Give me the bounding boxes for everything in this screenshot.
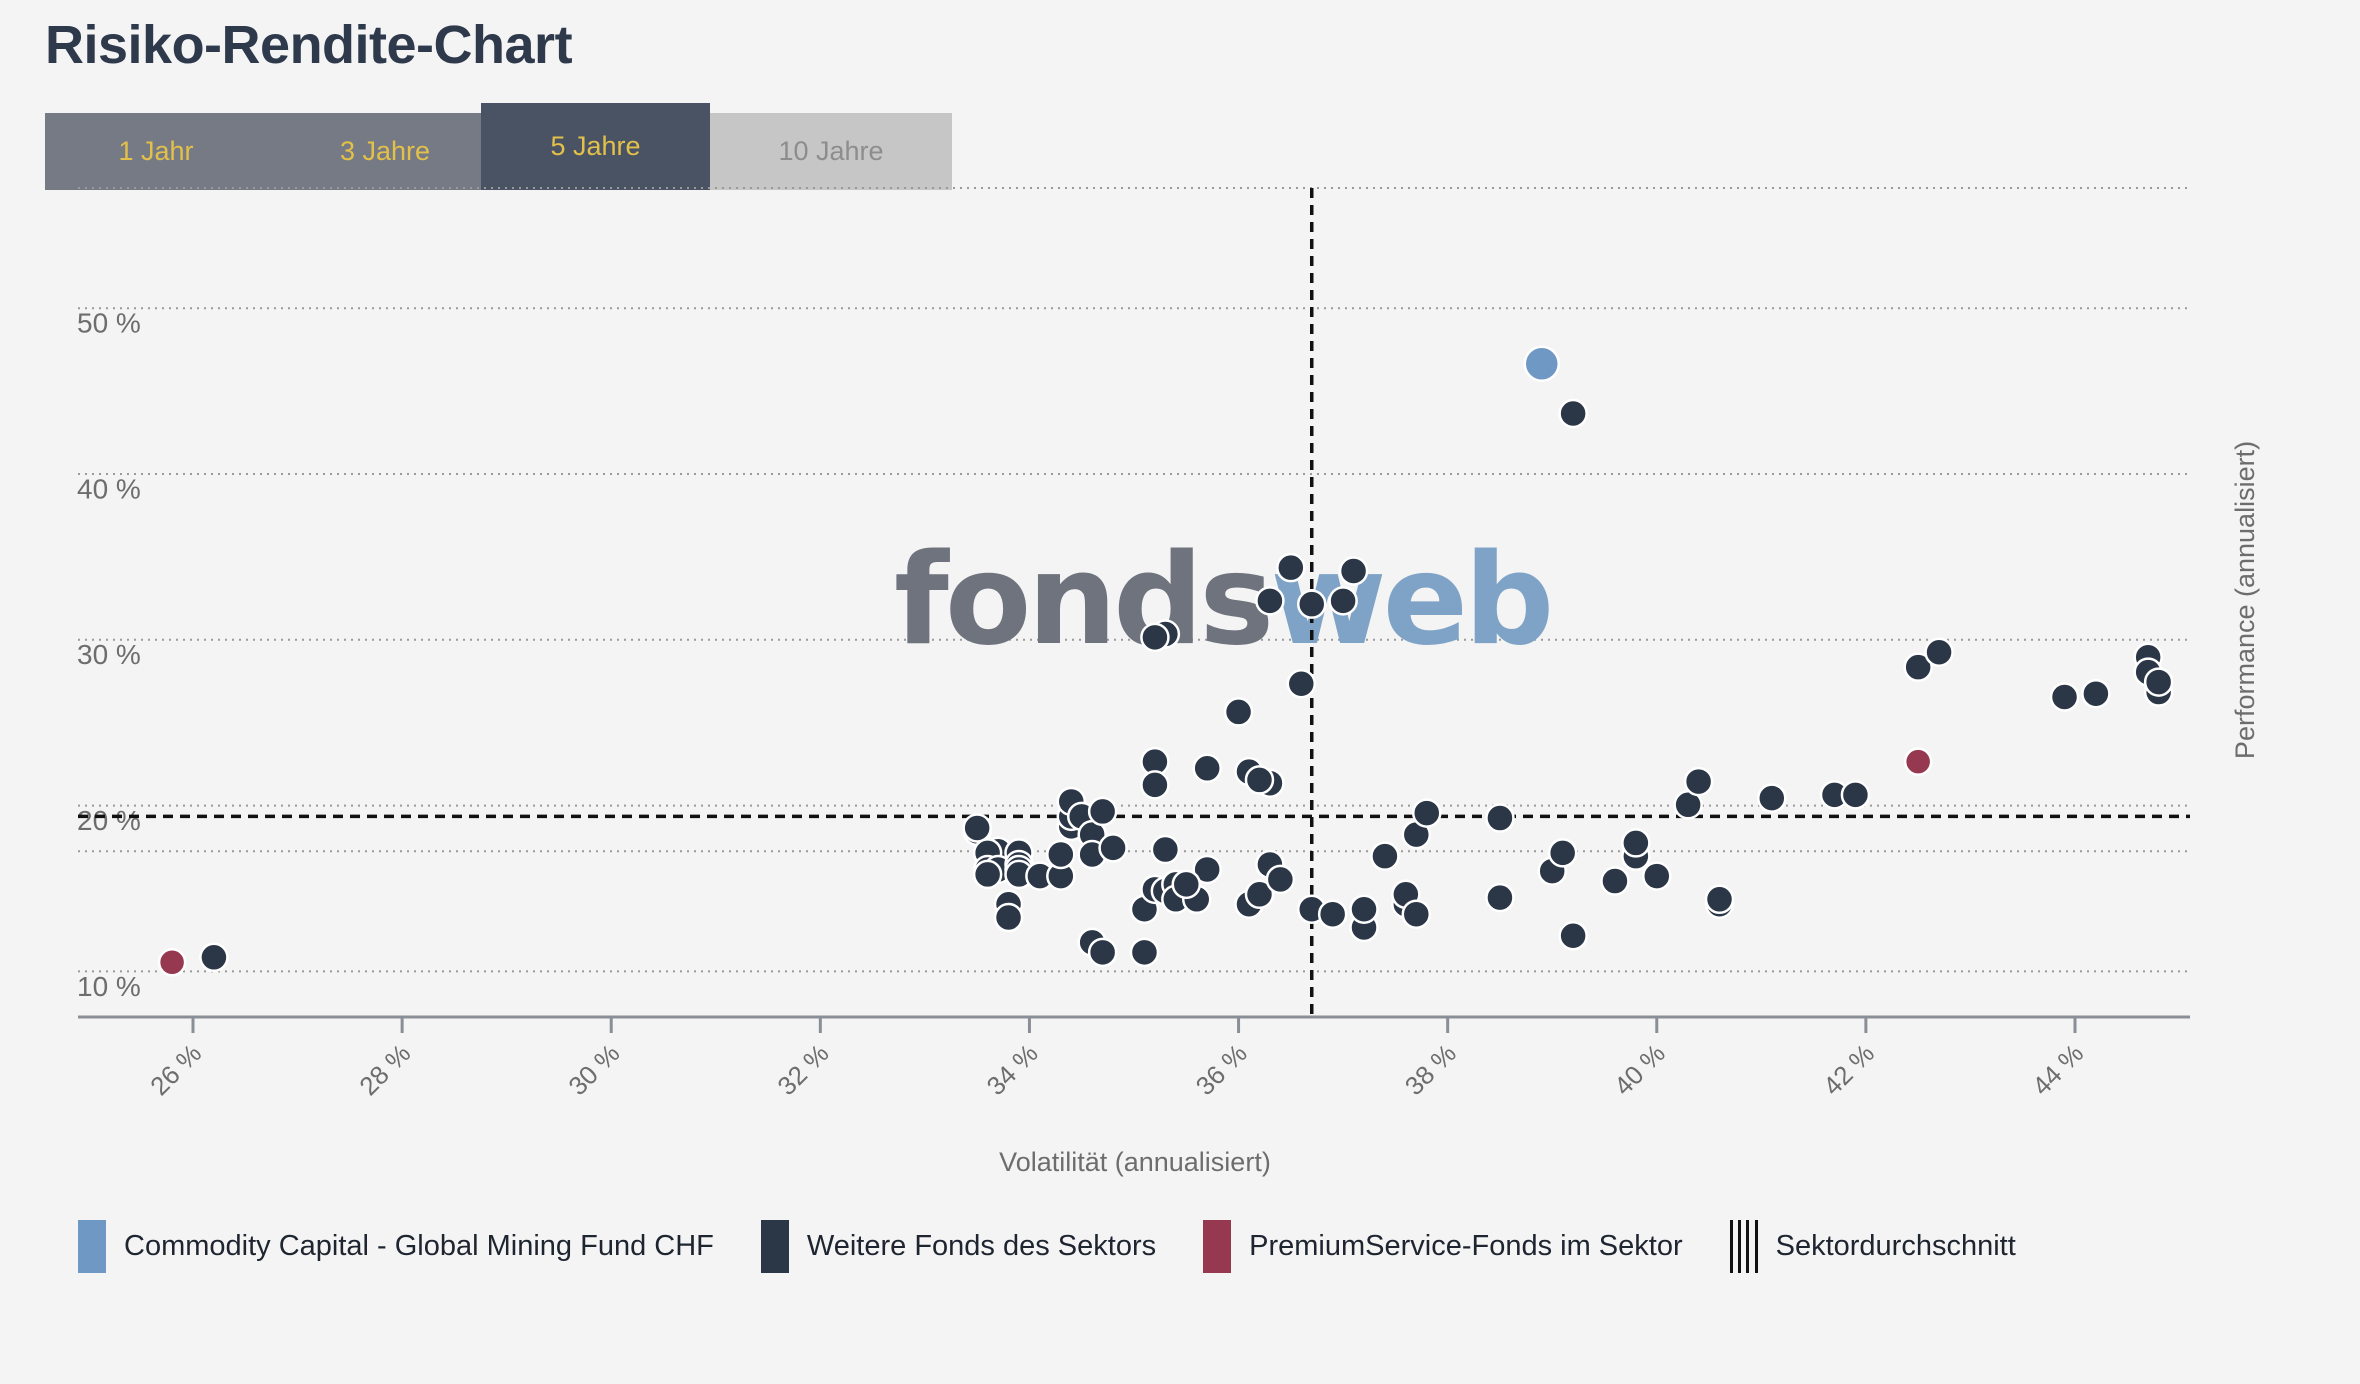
sector-fund-point: [1244, 879, 1275, 910]
sector-fund-point: [1558, 398, 1588, 429]
tab-10-jahre[interactable]: 10 Jahre: [710, 113, 952, 190]
x-tick-label: 42 %: [1817, 1038, 1880, 1101]
sector-fund-point: [1485, 882, 1515, 913]
tab-5-jahre[interactable]: 5 Jahre: [481, 103, 710, 190]
sector-fund-point: [2049, 682, 2080, 712]
sector-fund-point: [1087, 796, 1118, 827]
legend-item-premium[interactable]: PremiumService-Fonds im Sektor: [1203, 1219, 1683, 1273]
sector-fund-point: [1296, 589, 1327, 619]
legend-swatch-premium: [1203, 1219, 1232, 1273]
legend-swatch-average: [1729, 1219, 1758, 1273]
sector-fund-point: [1265, 864, 1296, 895]
sector-fund-point: [1192, 753, 1222, 784]
sector-fund-point: [1412, 798, 1442, 828]
y-axis-label: Performance (annualisiert): [2230, 441, 2260, 759]
chart-legend: Commodity Capital - Global Mining Fund C…: [78, 1218, 2063, 1274]
sector-fund-point: [1547, 838, 1578, 868]
sector-fund-point: [1558, 921, 1588, 951]
sector-fund-point: [962, 813, 992, 843]
legend-label-premium: PremiumService-Fonds im Sektor: [1249, 1229, 1683, 1262]
scatter-points: [157, 345, 2174, 977]
fund-point: [1523, 345, 1561, 382]
y-tick-labels: 10 % 20 % 30 % 40 % 50 %: [77, 308, 141, 1002]
legend-label-average: Sektordurchschnitt: [1775, 1229, 2016, 1262]
sector-fund-point: [2143, 667, 2174, 697]
x-tick-label: 40 %: [1608, 1038, 1671, 1101]
premium-fund-point: [157, 948, 187, 977]
x-tick-label: 32 %: [771, 1038, 834, 1101]
sector-fund-point: [1600, 866, 1630, 896]
x-axis: 26 % 28 % 30 % 32 % 34 % 36 % 38 % 40 % 42 % 44 %: [78, 1015, 2190, 1101]
sector-fund-point: [1840, 780, 1871, 810]
page-title: Risiko-Rendite-Chart: [45, 15, 573, 75]
sector-fund-point: [972, 859, 1003, 890]
legend-label-sector: Weitere Fonds des Sektors: [806, 1229, 1157, 1262]
watermark-part1: fonds: [894, 526, 1270, 673]
legend-swatch-fund: [78, 1219, 106, 1273]
sector-fund-point: [1401, 899, 1432, 929]
sector-fund-point: [1150, 834, 1181, 865]
sector-fund-point: [1642, 861, 1672, 891]
sector-fund-point: [199, 942, 229, 973]
sector-fund-point: [1276, 552, 1306, 583]
legend-label-fund: Commodity Capital - Global Mining Fund C…: [124, 1229, 714, 1262]
sector-fund-point: [1370, 841, 1400, 871]
sector-fund-point: [1485, 803, 1515, 833]
legend-swatch-sector: [760, 1219, 789, 1273]
sector-fund-point: [1171, 869, 1202, 900]
sector-fund-point: [1046, 839, 1076, 870]
x-tick-label: 36 %: [1190, 1038, 1253, 1101]
legend-item-fund[interactable]: Commodity Capital - Global Mining Fund C…: [78, 1219, 714, 1273]
sector-fund-point: [2081, 678, 2111, 709]
y-tick-label: 10 %: [77, 971, 141, 1002]
grid-lines: [78, 187, 2190, 973]
sector-fund-point: [1286, 668, 1317, 699]
x-tick-label: 44 %: [2026, 1038, 2089, 1101]
sector-fund-point: [1140, 622, 1170, 653]
sector-fund-point: [993, 902, 1024, 933]
sector-fund-point: [1621, 828, 1651, 858]
sector-fund-point: [1683, 766, 1714, 797]
y-tick-label: 50 %: [77, 308, 141, 339]
sector-fund-point: [1140, 770, 1170, 800]
x-tick-label: 30 %: [562, 1038, 625, 1101]
sector-fund-point: [1338, 556, 1369, 586]
sector-fund-point: [1129, 937, 1160, 968]
y-tick-label: 40 %: [77, 473, 141, 504]
fondsweb-watermark: fondsweb: [894, 526, 1550, 673]
sector-fund-point: [1328, 586, 1358, 616]
sector-fund-point: [1704, 884, 1735, 915]
sector-fund-point: [1757, 783, 1787, 813]
sector-fund-point: [1087, 937, 1118, 968]
sector-fund-point: [1924, 637, 1954, 667]
tab-3-jahre[interactable]: 3 Jahre: [267, 113, 503, 190]
sector-fund-point: [1349, 894, 1379, 924]
legend-item-sector[interactable]: Weitere Fonds des Sektors: [760, 1219, 1157, 1273]
x-tick-label: 38 %: [1399, 1038, 1462, 1101]
x-axis-label: Volatilität (annualisiert): [999, 1147, 1271, 1177]
premium-fund-point: [1903, 747, 1933, 776]
sector-fund-point: [1317, 899, 1348, 929]
x-tick-label: 34 %: [981, 1038, 1044, 1101]
sector-fund-point: [1903, 652, 1933, 682]
sector-fund-point: [1192, 854, 1222, 885]
y-tick-label: 30 %: [77, 639, 141, 670]
timeframe-tabs: 1 Jahr 3 Jahre 5 Jahre 10 Jahre: [45, 103, 952, 190]
sector-fund-point: [1223, 697, 1254, 727]
tab-1-jahr[interactable]: 1 Jahr: [45, 113, 267, 190]
x-tick-label: 26 %: [144, 1038, 207, 1101]
y-tick-label: 20 %: [77, 805, 141, 836]
sector-fund-point: [1255, 586, 1285, 616]
x-tick-label: 28 %: [353, 1038, 416, 1101]
legend-item-average[interactable]: Sektordurchschnitt: [1729, 1219, 2016, 1273]
sector-fund-point: [1098, 833, 1128, 863]
sector-fund-point: [1244, 765, 1275, 795]
